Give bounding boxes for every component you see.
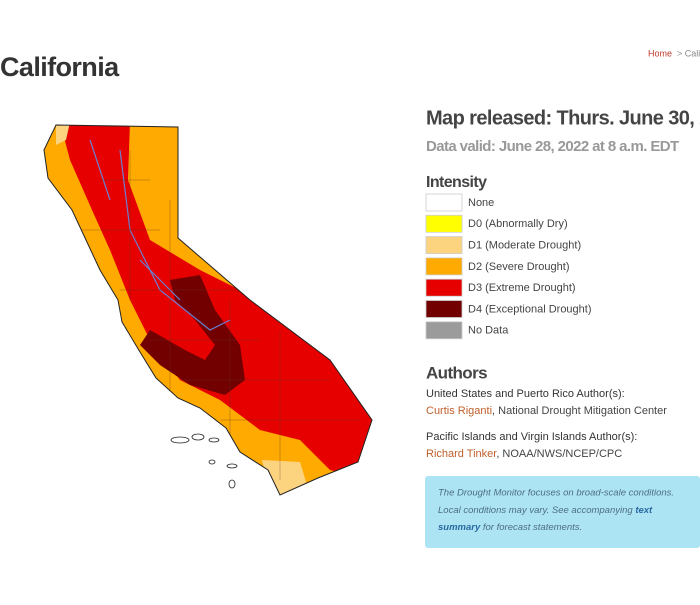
legend-swatch bbox=[425, 321, 463, 340]
map-released: Map released: Thurs. June 30, 2022 bbox=[426, 107, 700, 129]
author-heading: Pacific Islands and Virgin Islands Autho… bbox=[426, 431, 637, 443]
info-text-part: for forecast statements. bbox=[480, 522, 582, 533]
legend-label: D0 (Abnormally Dry) bbox=[468, 218, 568, 230]
info-box bbox=[425, 476, 700, 548]
legend-swatch bbox=[425, 193, 463, 212]
channel-islands bbox=[170, 433, 238, 489]
info-link[interactable]: summary bbox=[438, 522, 481, 533]
legend-swatch bbox=[425, 300, 463, 318]
data-valid: Data valid: June 28, 2022 at 8 a.m. EDT bbox=[426, 138, 679, 155]
info-text: The Drought Monitor focuses on broad-sca… bbox=[438, 488, 674, 533]
legend-label: No Data bbox=[468, 325, 509, 337]
legend-swatch bbox=[425, 278, 463, 297]
legend-swatch bbox=[425, 257, 463, 276]
legend-swatch bbox=[425, 214, 463, 233]
author-org: , National Drought Mitigation Center bbox=[492, 405, 667, 417]
legend-label: D4 (Exceptional Drought) bbox=[468, 303, 592, 315]
authors-title: Authors bbox=[426, 363, 487, 382]
author-line: Richard Tinker, NOAA/NWS/NCEP/CPC bbox=[426, 448, 622, 460]
legend-swatch bbox=[425, 236, 463, 255]
author-heading: United States and Puerto Rico Author(s): bbox=[426, 388, 625, 400]
legend-label: None bbox=[468, 197, 494, 209]
author-org: , NOAA/NWS/NCEP/CPC bbox=[496, 448, 622, 460]
page-title: California bbox=[0, 52, 120, 82]
legend-label: D3 (Extreme Drought) bbox=[468, 282, 576, 294]
info-line: The Drought Monitor focuses on broad-sca… bbox=[438, 488, 674, 499]
state-outline bbox=[43, 124, 373, 496]
breadcrumb-current: > Cali bbox=[677, 48, 700, 58]
legend-title: Intensity bbox=[426, 174, 487, 191]
legend: None D0 (Abnormally Dry) D1 (Moderate Drou… bbox=[425, 193, 592, 340]
author-name[interactable]: Curtis Riganti bbox=[426, 405, 492, 417]
info-line: summary for forecast statements. bbox=[438, 522, 582, 533]
authors: United States and Puerto Rico Author(s):… bbox=[426, 388, 667, 460]
breadcrumb-home[interactable]: Home bbox=[648, 48, 672, 58]
info-link[interactable]: text bbox=[635, 505, 653, 516]
legend-label: D1 (Moderate Drought) bbox=[468, 240, 581, 252]
drought-map bbox=[44, 125, 372, 495]
info-line: Local conditions may vary. See accompany… bbox=[438, 505, 653, 516]
info-text-part: Local conditions may vary. See accompany… bbox=[438, 505, 635, 516]
author-name[interactable]: Richard Tinker bbox=[426, 448, 497, 460]
author-line: Curtis Riganti, National Drought Mitigat… bbox=[426, 405, 667, 417]
legend-label: D2 (Severe Drought) bbox=[468, 261, 570, 273]
